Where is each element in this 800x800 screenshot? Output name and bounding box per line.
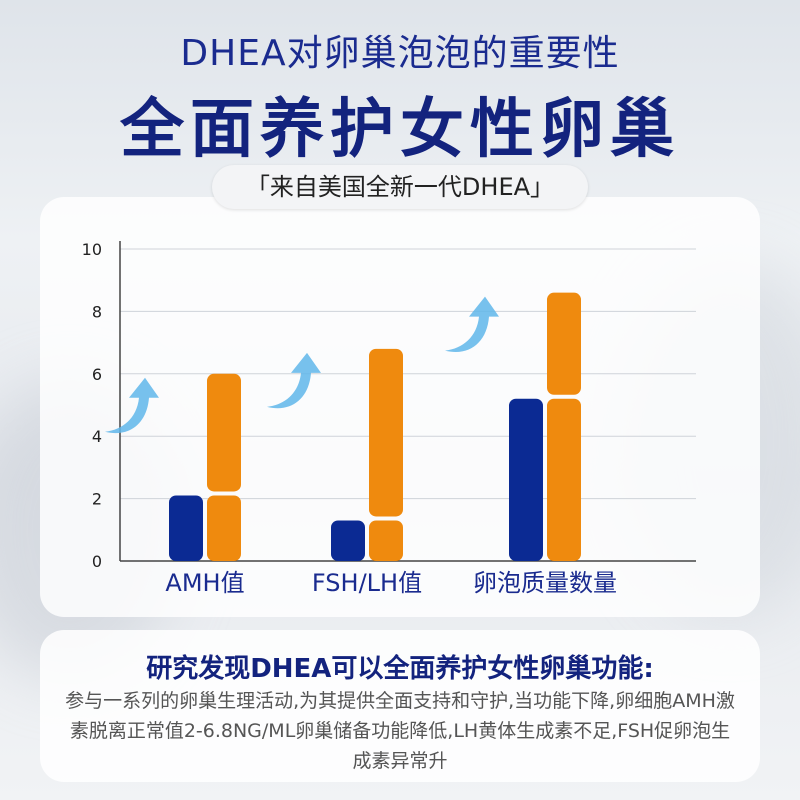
y-tick-label: 8 bbox=[92, 302, 102, 321]
info-card: 研究发现DHEA可以全面养护女性卵巢功能: 参与一系列的卵巢生理活动,为其提供全… bbox=[40, 630, 760, 782]
bar-orange-lower bbox=[369, 520, 403, 561]
y-tick-label: 2 bbox=[92, 490, 102, 509]
bar-chart: 0 2 4 6 8 10 AMH值 FSH/LH值 卵泡质量数量 bbox=[82, 240, 696, 597]
page-title: 全面养护女性卵巢 bbox=[120, 93, 680, 167]
bar-orange-upper bbox=[207, 373, 241, 492]
bar-navy bbox=[331, 520, 365, 561]
bar-orange-upper bbox=[369, 348, 403, 517]
info-body: 参与一系列的卵巢生理活动,为其提供全面支持和守护,当功能下降,卵细胞AMH激素脱… bbox=[65, 690, 735, 772]
bar-navy bbox=[169, 495, 203, 561]
bar-orange-lower bbox=[547, 398, 581, 561]
bar-navy bbox=[509, 398, 543, 561]
y-tick-label: 4 bbox=[92, 427, 102, 446]
up-arrow-icon bbox=[267, 352, 321, 409]
up-arrow-icon bbox=[445, 296, 499, 353]
product-tag: 「来自美国全新一代DHEA」 bbox=[212, 165, 588, 209]
x-category-label: AMH值 bbox=[165, 569, 244, 597]
y-tick-label: 0 bbox=[92, 552, 102, 571]
page-subtitle: DHEA对卵巢泡泡的重要性 bbox=[180, 33, 620, 74]
bar-orange-upper bbox=[547, 292, 581, 395]
info-title: 研究发现DHEA可以全面养护女性卵巢功能: bbox=[146, 654, 654, 684]
up-arrow-icon bbox=[105, 377, 159, 434]
y-tick-label: 10 bbox=[82, 240, 102, 259]
chart-card: 0 2 4 6 8 10 AMH值 FSH/LH值 卵泡质量数量 bbox=[40, 197, 760, 617]
y-tick-label: 6 bbox=[92, 365, 102, 384]
bar-orange-lower bbox=[207, 495, 241, 561]
x-category-label: FSH/LH值 bbox=[312, 569, 422, 597]
x-category-label: 卵泡质量数量 bbox=[473, 569, 617, 597]
